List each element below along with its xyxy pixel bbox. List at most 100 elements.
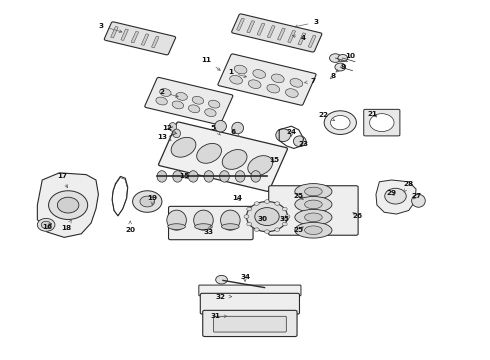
Ellipse shape	[305, 200, 322, 209]
FancyBboxPatch shape	[247, 21, 255, 33]
Ellipse shape	[235, 171, 245, 182]
Circle shape	[285, 215, 290, 219]
Text: 35: 35	[279, 216, 289, 222]
Ellipse shape	[369, 114, 394, 132]
Circle shape	[37, 219, 55, 231]
FancyBboxPatch shape	[214, 316, 286, 332]
Circle shape	[140, 196, 155, 207]
Text: 25: 25	[294, 227, 304, 233]
Ellipse shape	[305, 226, 322, 234]
Ellipse shape	[295, 197, 332, 212]
Text: 8: 8	[330, 73, 336, 79]
Text: 11: 11	[201, 57, 220, 70]
Ellipse shape	[188, 171, 198, 182]
FancyBboxPatch shape	[111, 27, 118, 38]
Ellipse shape	[160, 89, 171, 96]
Text: 21: 21	[367, 111, 377, 117]
Ellipse shape	[220, 210, 240, 230]
Ellipse shape	[276, 129, 291, 141]
Circle shape	[385, 188, 406, 204]
Ellipse shape	[324, 111, 356, 134]
Circle shape	[246, 202, 288, 231]
Ellipse shape	[215, 121, 226, 132]
FancyBboxPatch shape	[277, 28, 285, 40]
Ellipse shape	[234, 65, 247, 74]
Ellipse shape	[294, 136, 306, 147]
FancyBboxPatch shape	[203, 310, 297, 337]
FancyBboxPatch shape	[268, 26, 275, 38]
Ellipse shape	[331, 116, 350, 130]
Circle shape	[330, 54, 341, 62]
Ellipse shape	[172, 129, 180, 138]
FancyBboxPatch shape	[121, 29, 128, 40]
Circle shape	[216, 275, 227, 284]
FancyBboxPatch shape	[104, 22, 175, 55]
Text: 2: 2	[159, 89, 178, 97]
Ellipse shape	[220, 171, 229, 182]
Circle shape	[255, 208, 279, 226]
Text: 26: 26	[352, 212, 363, 219]
Circle shape	[254, 202, 259, 205]
Circle shape	[282, 222, 287, 226]
Ellipse shape	[194, 210, 213, 230]
Ellipse shape	[267, 84, 280, 93]
Ellipse shape	[248, 80, 261, 89]
Text: 34: 34	[240, 274, 250, 282]
Circle shape	[49, 191, 88, 220]
Text: 16: 16	[42, 223, 52, 230]
FancyBboxPatch shape	[131, 31, 139, 43]
FancyBboxPatch shape	[141, 34, 149, 45]
Text: 19: 19	[147, 195, 157, 204]
Ellipse shape	[172, 101, 184, 109]
Text: 15: 15	[179, 174, 189, 179]
Ellipse shape	[167, 210, 186, 230]
Ellipse shape	[192, 96, 204, 104]
Text: 3: 3	[295, 19, 319, 28]
Ellipse shape	[295, 222, 332, 238]
FancyBboxPatch shape	[169, 206, 253, 240]
Text: 32: 32	[216, 293, 232, 300]
Text: 5: 5	[211, 125, 220, 135]
Ellipse shape	[171, 138, 196, 157]
Text: 1: 1	[228, 69, 246, 77]
Circle shape	[275, 202, 280, 205]
Circle shape	[338, 54, 347, 62]
FancyBboxPatch shape	[199, 285, 301, 296]
Circle shape	[41, 221, 51, 228]
FancyBboxPatch shape	[288, 31, 295, 42]
Circle shape	[335, 63, 345, 71]
FancyBboxPatch shape	[257, 23, 265, 35]
Text: 29: 29	[387, 190, 396, 195]
Text: 6: 6	[230, 129, 240, 136]
Polygon shape	[37, 173, 98, 237]
Circle shape	[254, 228, 259, 231]
Text: 25: 25	[294, 193, 304, 199]
FancyBboxPatch shape	[145, 77, 233, 125]
Ellipse shape	[204, 171, 214, 182]
Circle shape	[282, 207, 287, 211]
Ellipse shape	[196, 143, 221, 163]
Ellipse shape	[253, 69, 266, 78]
Circle shape	[275, 228, 280, 231]
Ellipse shape	[157, 171, 167, 182]
Ellipse shape	[205, 109, 216, 117]
FancyBboxPatch shape	[269, 186, 358, 235]
Ellipse shape	[208, 100, 220, 108]
Text: 28: 28	[404, 181, 414, 192]
Ellipse shape	[271, 74, 284, 83]
FancyBboxPatch shape	[237, 18, 245, 30]
Circle shape	[265, 230, 270, 233]
FancyBboxPatch shape	[158, 122, 288, 192]
Circle shape	[247, 222, 252, 226]
Text: 10: 10	[341, 53, 355, 61]
Ellipse shape	[176, 93, 187, 100]
Ellipse shape	[195, 224, 212, 229]
Text: 31: 31	[211, 313, 227, 319]
Ellipse shape	[169, 123, 176, 131]
Ellipse shape	[305, 213, 322, 222]
Ellipse shape	[230, 75, 243, 84]
Ellipse shape	[168, 224, 185, 229]
Text: 33: 33	[203, 225, 213, 235]
Ellipse shape	[189, 105, 200, 113]
Circle shape	[244, 215, 249, 219]
